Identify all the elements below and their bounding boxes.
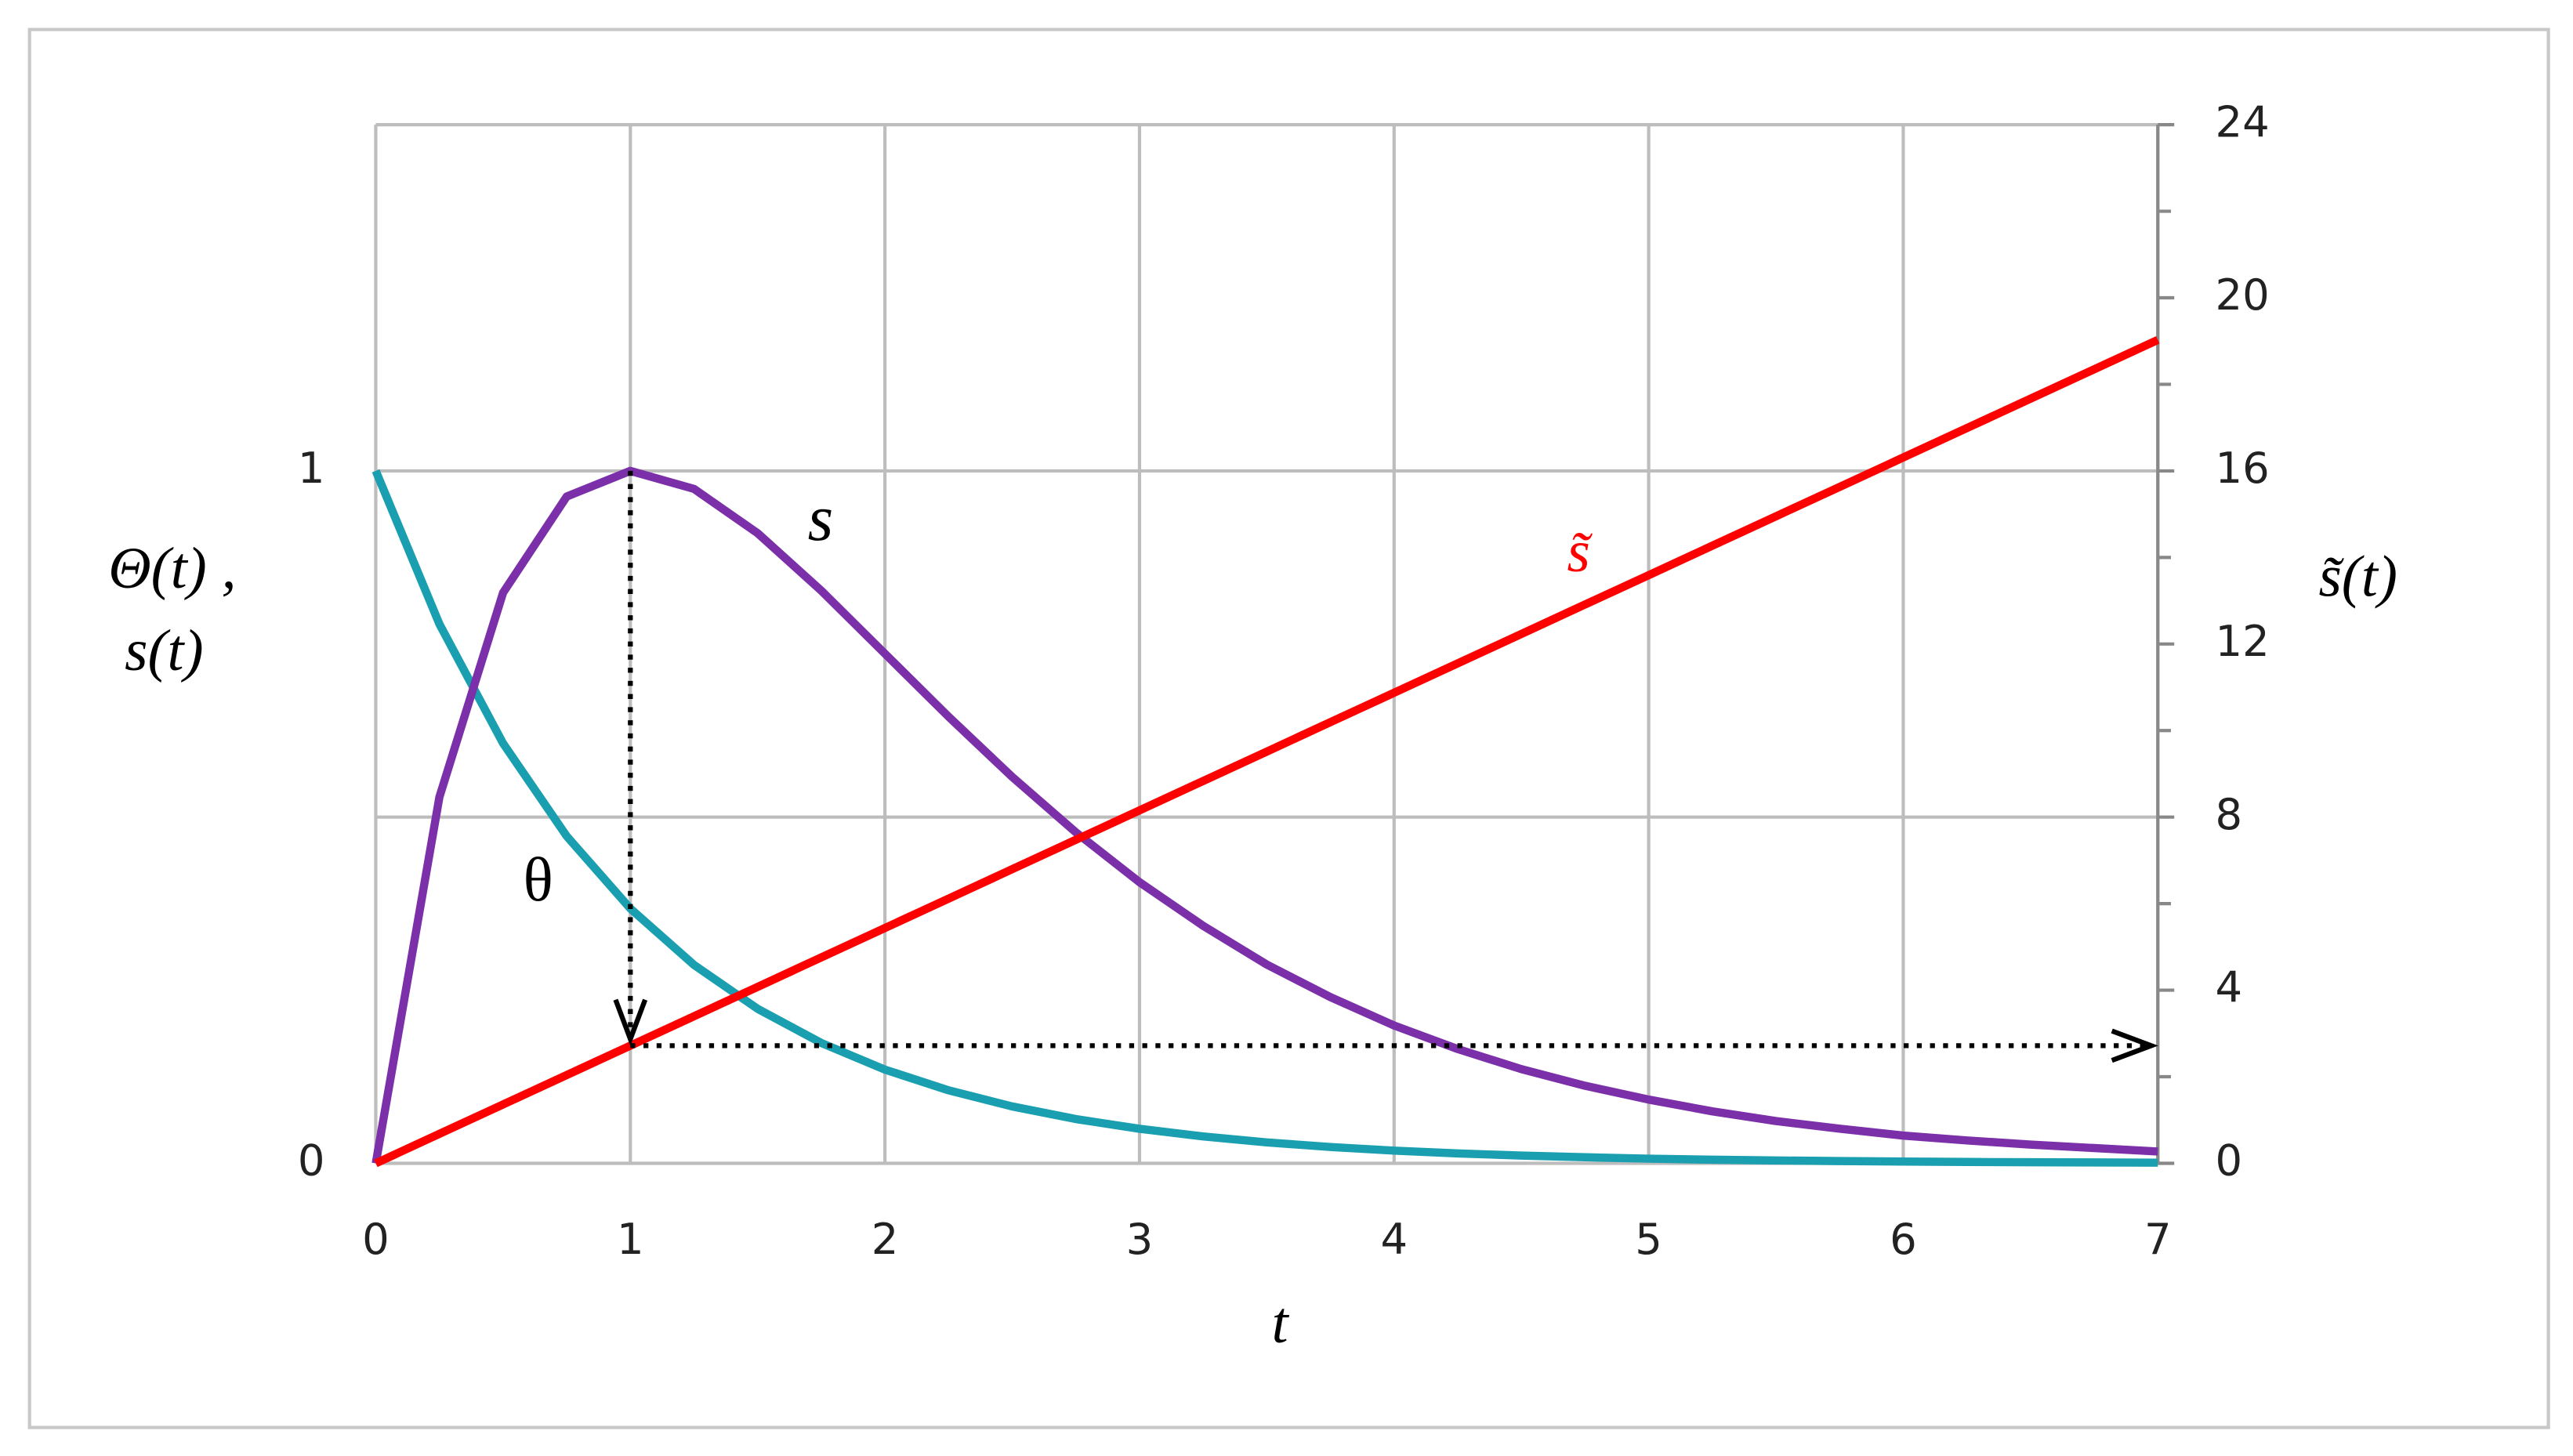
y-tick-label: 1 xyxy=(298,443,325,493)
y-axis-label: Θ(t) , xyxy=(108,536,236,601)
arrow-head xyxy=(613,998,648,1046)
x-tick-label: 0 xyxy=(362,1214,390,1264)
y2-tick-label: 0 xyxy=(2216,1135,2243,1186)
x-axis-label: t xyxy=(1272,1291,1290,1356)
y2-tick-label: 8 xyxy=(2216,789,2243,839)
y-tick-label: 0 xyxy=(298,1135,325,1186)
x-tick-label: 7 xyxy=(2144,1214,2172,1264)
y2-tick-label: 24 xyxy=(2216,96,2270,147)
series-line xyxy=(371,469,2158,1167)
x-tick-label: 4 xyxy=(1380,1214,1408,1264)
x-tick-label: 5 xyxy=(1635,1214,1662,1264)
y2-tick-label: 16 xyxy=(2216,443,2270,493)
series-label: s xyxy=(808,482,834,555)
frame xyxy=(27,27,2550,1429)
x-tick-label: 3 xyxy=(1126,1214,1154,1264)
series-label: s̃ xyxy=(1567,520,1593,585)
y2-tick-label: 4 xyxy=(2216,962,2243,1012)
x-tick-label: 6 xyxy=(1890,1214,1917,1264)
series-line xyxy=(374,335,2160,1168)
x-tick-label: 1 xyxy=(617,1214,644,1264)
series-label: θ xyxy=(524,846,553,915)
x-tick-label: 2 xyxy=(872,1214,899,1264)
y2-tick-label: 12 xyxy=(2216,616,2270,666)
y-axis-label: s(t) xyxy=(125,618,203,683)
y2-axis-label: s̃(t) xyxy=(2318,545,2397,610)
series-line xyxy=(371,466,2158,1164)
arrow-head xyxy=(2111,1028,2158,1063)
y2-tick-label: 20 xyxy=(2216,270,2270,320)
